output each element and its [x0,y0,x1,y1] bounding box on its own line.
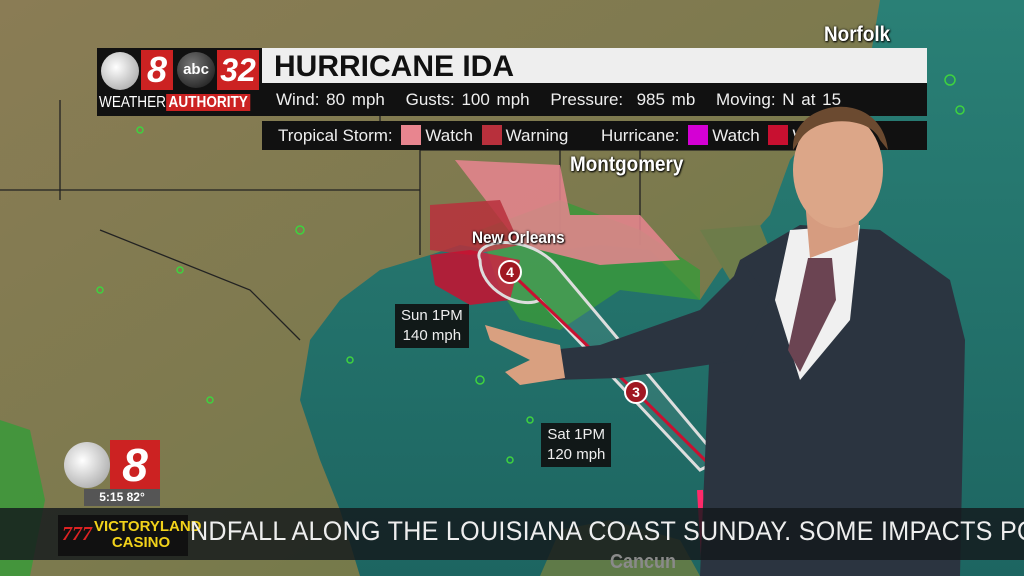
moving-stat: Moving: N at 15 [716,90,842,109]
corner-station-bug: 8 5:15 82° [62,440,160,506]
city-label-norfolk: Norfolk [824,23,891,46]
sponsor-logo: 777 VICTORYLAND CASINO [58,515,202,556]
forecast-time: Sun 1PM [401,307,463,324]
hair [792,106,888,150]
hand [485,325,565,385]
cbs-eye-icon [64,442,110,488]
sponsor-777: 777 [62,523,92,545]
hurricane-watch-label: Watch [712,126,760,145]
abc-logo: abc [177,52,215,88]
cbs-eye-icon [101,52,139,90]
cbs-number: 8 [141,50,173,90]
head [793,112,883,228]
sponsor-name: VICTORYLAND CASINO [94,518,202,551]
wind-stat: Wind: 80 mph [276,90,385,109]
weather-authority-tagline: WEATHER AUTHORITY [99,94,251,112]
forecast-callout-sun: Sun 1PM 140 mph [395,304,469,348]
station-logo: 8 abc 32 WEATHER AUTHORITY [97,48,262,116]
tie [788,258,836,372]
abc-number: 32 [217,50,259,90]
tagline-weather: WEATHER [99,94,166,111]
storm-marker-sat: 3 [624,380,648,404]
forecast-time: Sat 1PM [547,426,605,443]
ts-warning-swatch [481,125,502,145]
city-label-cancun: Cancun [610,551,677,573]
forecast-callout-sat: Sat 1PM 120 mph [541,423,612,467]
tagline-authority: AUTHORITY [165,94,251,111]
ticker-text: NDFALL ALONG THE LOUISIANA COAST SUNDAY.… [190,516,1024,546]
storm-marker-sun: 4 [498,260,522,284]
hurricane-watch-swatch [688,125,709,145]
pressure-stat: Pressure: 985 mb [550,90,696,109]
hurricane-label: Hurricane: [601,126,680,145]
radar-echoes [96,74,965,464]
gusts-stat: Gusts: 100 mph [405,90,530,109]
city-label-montgomery: Montgomery [570,153,684,176]
suit-body [700,225,965,576]
suit-arm [550,265,770,380]
tropical-storm-warning-area [430,200,520,255]
tropical-storm-label: Tropical Storm: [278,126,393,145]
hurricane-warning-swatch [768,125,789,145]
storm-title: HURRICANE IDA [262,48,927,83]
ts-warning-label: Warning [505,126,569,145]
ts-watch-swatch [401,125,422,145]
bug-number: 8 [110,440,160,490]
time-temperature: 5:15 82° [84,489,160,506]
storm-stats: Wind: 80 mph Gusts: 100 mph Pressure: 98… [262,83,927,116]
tropical-storm-watch-area [455,160,680,265]
ts-watch-label: Watch [425,126,473,145]
forecast-wind: 140 mph [402,327,462,344]
city-label-new-orleans: New Orleans [472,228,565,247]
forecast-wind: 120 mph [547,446,606,463]
